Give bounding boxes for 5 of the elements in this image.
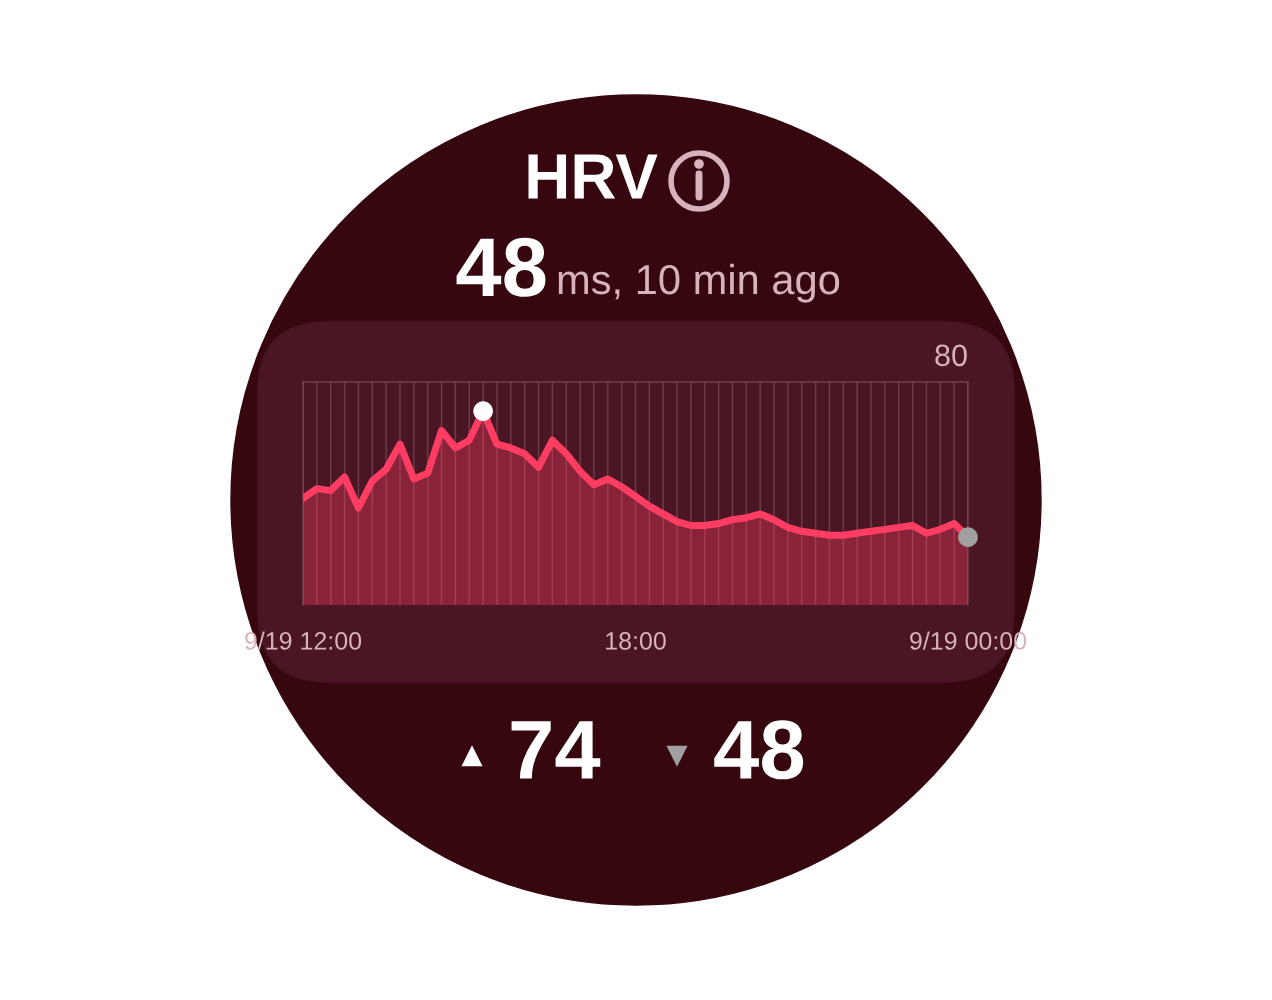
x-tick-label: 18:00 — [606, 632, 666, 650]
text: ▼ 48 — [666, 720, 804, 780]
chart-title: HRV — [528, 154, 658, 199]
text: ▲ 74 — [461, 721, 601, 779]
text: 80 — [935, 344, 967, 367]
